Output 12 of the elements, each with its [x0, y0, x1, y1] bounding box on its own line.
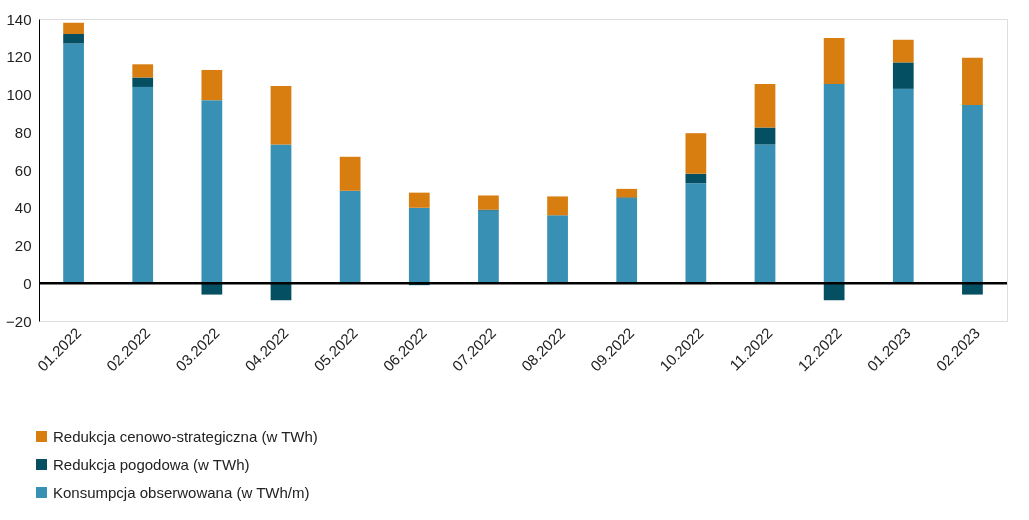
y-tick-label: −20: [6, 312, 32, 330]
y-tick-label: 120: [6, 48, 32, 66]
y-tick-label: 0: [23, 274, 32, 292]
y-tick-label: 80: [14, 123, 32, 141]
legend-label: Konsumpcja obserwowana (w TWh/m): [53, 483, 310, 501]
legend-label: Redukcja cenowo-strategiczna (w TWh): [53, 427, 318, 445]
y-tick-label: 60: [14, 161, 32, 179]
y-tick-label: 100: [6, 86, 32, 103]
legend-label: Redukcja pogodowa (w TWh): [53, 455, 250, 473]
y-tick-label: 40: [14, 199, 32, 217]
y-tick-label: 20: [14, 237, 32, 254]
y-tick-label: 140: [6, 10, 32, 28]
